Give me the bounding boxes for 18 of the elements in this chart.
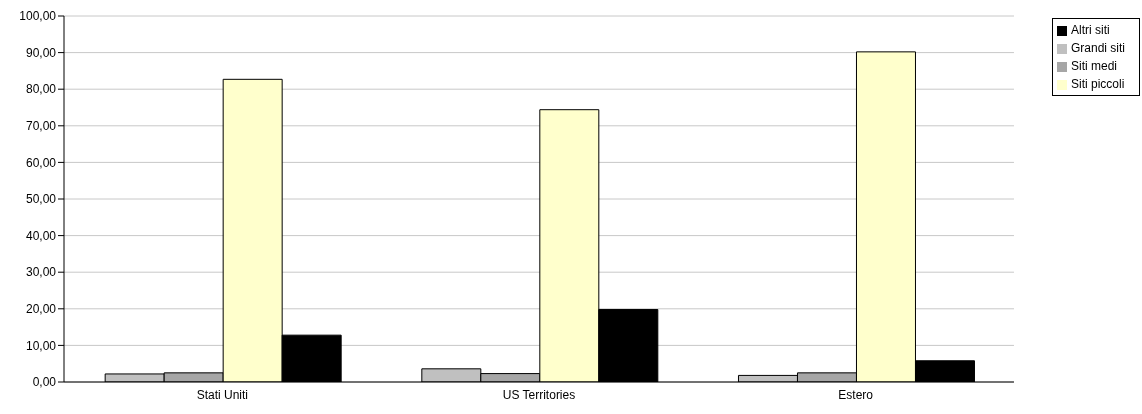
y-tick-label: 90,00 [25,45,57,60]
y-tick-label: 10,00 [25,338,57,353]
y-tick-label: 80,00 [25,82,57,97]
x-tick-label: Stati Uniti [196,387,249,402]
legend-label: Grandi siti [1070,41,1125,55]
y-tick-label: 0,00 [32,375,57,390]
y-tick-label: 50,00 [25,192,57,207]
y-tick-label: 70,00 [25,119,57,134]
y-tick-label: 20,00 [25,302,57,317]
x-tick-label: US Territories [502,387,576,402]
y-tick-label: 30,00 [25,265,57,280]
y-tick-label: 60,00 [25,155,57,170]
x-tick-label: Estero [838,387,874,402]
legend-label: Altri siti [1070,23,1110,37]
legend-label: Siti medi [1070,59,1117,73]
legend-label: Siti piccoli [1070,77,1125,91]
y-tick-label: 100,00 [19,9,57,24]
y-tick-label: 40,00 [25,228,57,243]
